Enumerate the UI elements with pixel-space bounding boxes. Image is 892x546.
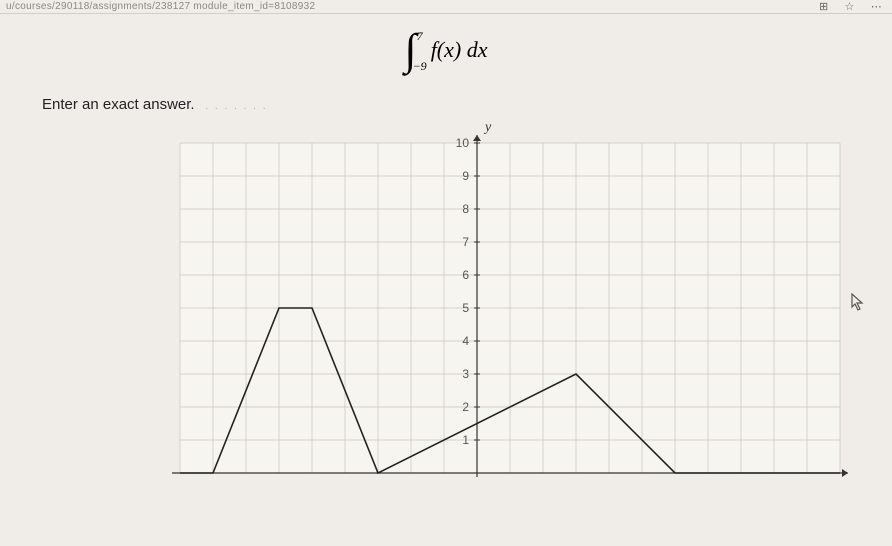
integral-lower-limit: −9 xyxy=(413,60,427,72)
menu-icon[interactable]: ⋯ xyxy=(871,0,882,13)
browser-toolbar-icons: ⊞ ☆ ⋯ xyxy=(819,0,892,13)
integral-upper-limit: 7 xyxy=(413,30,427,42)
svg-text:5: 5 xyxy=(462,301,469,315)
svg-text:y: y xyxy=(483,123,492,135)
svg-text:4: 4 xyxy=(462,334,469,348)
dotted-line: . . . . . . . xyxy=(195,101,268,112)
url-text: u/courses/290118/assignments/238127 modu… xyxy=(6,0,315,13)
problem-content: ∫ 7 −9 f(x) dx Enter an exact answer. . … xyxy=(0,14,892,503)
svg-text:8: 8 xyxy=(462,202,469,216)
svg-text:6: 6 xyxy=(462,268,469,282)
integral-expression: ∫ 7 −9 f(x) dx xyxy=(0,32,892,92)
function-graph: 1 2 3 4 5 6 7 8 9 10 y xyxy=(170,123,860,493)
svg-text:2: 2 xyxy=(462,400,469,414)
integral-limits: 7 −9 xyxy=(413,38,427,62)
svg-text:9: 9 xyxy=(462,169,469,183)
chart-area: 1 2 3 4 5 6 7 8 9 10 y xyxy=(170,123,890,503)
svg-text:1: 1 xyxy=(462,433,469,447)
cursor-icon xyxy=(850,293,866,311)
svg-text:3: 3 xyxy=(462,367,469,381)
bookmark-icon[interactable]: ☆ xyxy=(845,0,855,13)
grid-icon[interactable]: ⊞ xyxy=(819,0,829,13)
svg-text:7: 7 xyxy=(462,235,469,249)
svg-text:10: 10 xyxy=(456,136,470,150)
integral-body: f(x) dx xyxy=(431,37,488,63)
browser-url-bar: u/courses/290118/assignments/238127 modu… xyxy=(0,0,892,14)
instruction-text: Enter an exact answer. . . . . . . . xyxy=(0,96,892,113)
